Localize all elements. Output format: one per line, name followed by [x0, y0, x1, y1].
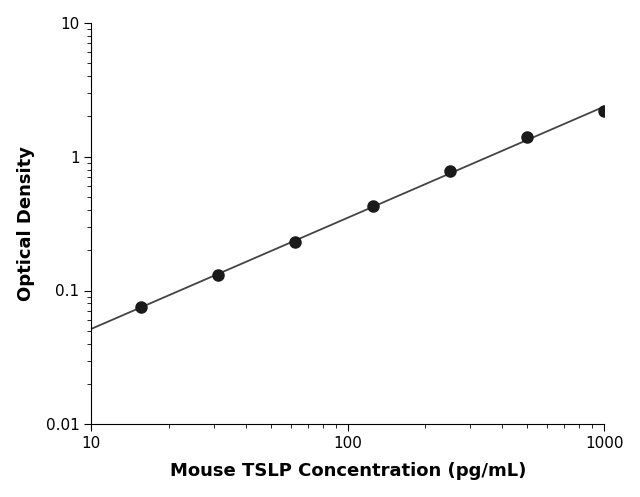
Y-axis label: Optical Density: Optical Density	[17, 146, 35, 301]
X-axis label: Mouse TSLP Concentration (pg/mL): Mouse TSLP Concentration (pg/mL)	[170, 462, 526, 480]
